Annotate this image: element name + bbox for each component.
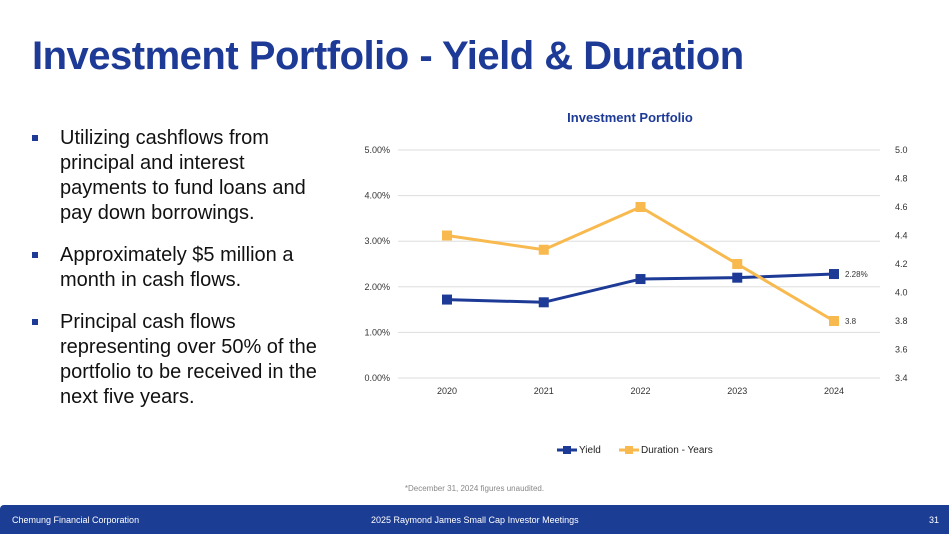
data-label: 3.8 bbox=[845, 317, 857, 326]
data-point bbox=[635, 274, 646, 285]
bullet-icon bbox=[32, 252, 38, 258]
left-axis-tick: 3.00% bbox=[364, 236, 390, 246]
footer-event: 2025 Raymond James Small Cap Investor Me… bbox=[371, 515, 579, 525]
bullet-item: Principal cash flows representing over 5… bbox=[32, 310, 332, 410]
legend-marker bbox=[563, 446, 571, 454]
series-line-duration-years bbox=[446, 205, 835, 323]
line-chart: Investment Portfolio 0.00% 1.00% 2.00% 3.00%… bbox=[364, 110, 908, 456]
left-axis-tick: 5.00% bbox=[364, 145, 390, 155]
data-point bbox=[829, 269, 839, 280]
data-point bbox=[442, 294, 452, 305]
bullet-item: Approximately $5 million a month in cash… bbox=[32, 243, 332, 293]
chart-title: Investment Portfolio bbox=[567, 110, 693, 125]
footer-company: Chemung Financial Corporation bbox=[12, 515, 140, 525]
bullet-icon bbox=[32, 319, 38, 325]
legend-label: Duration - Years bbox=[641, 445, 713, 456]
data-point bbox=[829, 316, 839, 326]
data-point bbox=[635, 202, 646, 212]
footnote: *December 31, 2024 figures unaudited. bbox=[404, 484, 545, 493]
data-point bbox=[538, 297, 549, 308]
right-axis-tick: 3.4 bbox=[895, 373, 908, 383]
footer-bar: Chemung Financial Corporation 2025 Raymo… bbox=[0, 505, 949, 534]
data-point bbox=[538, 244, 549, 255]
data-label: 2.28% bbox=[845, 270, 868, 279]
bullet-list: Utilizing cashflows from principal and i… bbox=[32, 126, 332, 427]
legend-label: Yield bbox=[579, 445, 601, 456]
x-axis-tick: 2020 bbox=[437, 386, 457, 396]
right-axis-tick: 4.6 bbox=[895, 202, 908, 212]
x-axis-tick: 2022 bbox=[630, 386, 650, 396]
bullet-text: Approximately $5 million a month in cash… bbox=[60, 244, 294, 291]
x-axis-tick: 2024 bbox=[824, 386, 844, 396]
data-point bbox=[442, 230, 452, 241]
page-number: 31 bbox=[928, 515, 939, 525]
left-axis-tick: 2.00% bbox=[364, 282, 390, 292]
data-point bbox=[732, 259, 743, 269]
right-axis-tick: 4.8 bbox=[895, 174, 908, 184]
page-title: Investment Portfolio - Yield & Duration bbox=[32, 34, 744, 78]
right-axis-tick: 3.8 bbox=[895, 316, 908, 326]
data-point bbox=[732, 272, 743, 283]
left-axis-tick: 0.00% bbox=[364, 373, 390, 383]
left-axis-tick: 4.00% bbox=[364, 191, 390, 201]
right-axis-tick: 4.4 bbox=[895, 231, 908, 241]
legend-marker bbox=[625, 446, 633, 454]
bullet-icon bbox=[32, 135, 38, 141]
right-axis-tick: 4.2 bbox=[895, 259, 908, 269]
bullet-text: Principal cash flows representing over 5… bbox=[60, 311, 317, 408]
x-axis-tick: 2023 bbox=[727, 386, 747, 396]
x-axis-tick: 2021 bbox=[534, 386, 554, 396]
bullet-item: Utilizing cashflows from principal and i… bbox=[32, 126, 332, 226]
right-axis-tick: 4.0 bbox=[895, 288, 908, 298]
right-axis-tick: 3.6 bbox=[895, 345, 908, 355]
right-axis-tick: 5.0 bbox=[895, 145, 908, 155]
bullet-text: Utilizing cashflows from principal and i… bbox=[60, 127, 306, 224]
left-axis-tick: 1.00% bbox=[364, 327, 390, 337]
